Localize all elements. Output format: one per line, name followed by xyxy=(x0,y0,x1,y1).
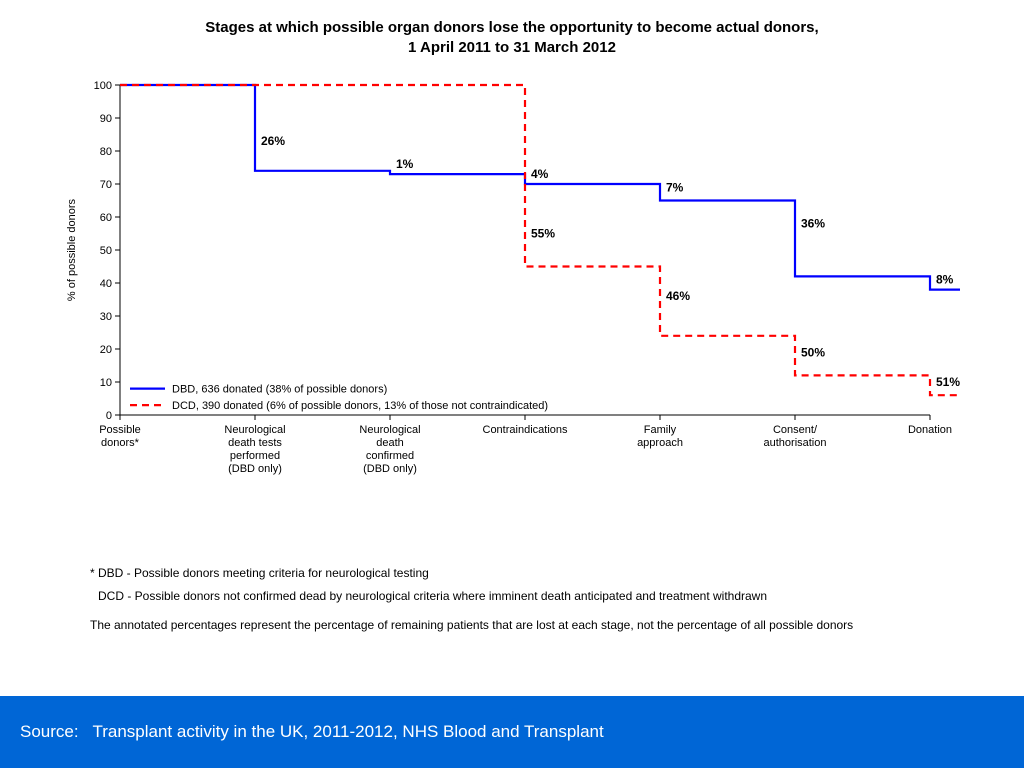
svg-text:4%: 4% xyxy=(531,167,549,181)
svg-text:20: 20 xyxy=(100,344,112,356)
chart-svg: 0 10 20 30 40 50 60 70 80 90 100 % of possible dono… xyxy=(60,75,970,505)
svg-text:Neurological: Neurological xyxy=(359,424,420,436)
chart-title: Stages at which possible organ donors lo… xyxy=(0,0,1024,63)
svg-text:death: death xyxy=(376,437,404,449)
svg-text:performed: performed xyxy=(230,450,280,462)
svg-text:0: 0 xyxy=(106,410,112,422)
svg-text:26%: 26% xyxy=(261,134,285,148)
svg-text:55%: 55% xyxy=(531,227,555,241)
svg-text:DCD, 390 donated (6% of possib: DCD, 390 donated (6% of possible donors,… xyxy=(172,400,548,412)
svg-text:7%: 7% xyxy=(666,180,684,194)
svg-text:70: 70 xyxy=(100,179,112,191)
svg-text:Donation: Donation xyxy=(908,424,952,436)
svg-text:10: 10 xyxy=(100,377,112,389)
svg-text:60: 60 xyxy=(100,212,112,224)
svg-text:donors*: donors* xyxy=(101,437,140,449)
footnotes: * DBD - Possible donors meeting criteria… xyxy=(90,565,930,639)
source-text: Transplant activity in the UK, 2011-2012… xyxy=(92,722,603,741)
svg-text:36%: 36% xyxy=(801,217,825,231)
svg-text:Family: Family xyxy=(644,424,677,436)
source-bar: Source: Transplant activity in the UK, 2… xyxy=(0,696,1024,768)
svg-text:Possible: Possible xyxy=(99,424,141,436)
footnote-dbd: * DBD - Possible donors meeting criteria… xyxy=(90,565,930,582)
svg-text:% of possible donors: % of possible donors xyxy=(66,198,78,301)
svg-text:Consent/: Consent/ xyxy=(773,424,818,436)
svg-text:DBD, 636 donated (38% of possi: DBD, 636 donated (38% of possible donors… xyxy=(172,384,387,396)
svg-text:death tests: death tests xyxy=(228,437,282,449)
svg-text:90: 90 xyxy=(100,113,112,125)
svg-text:40: 40 xyxy=(100,278,112,290)
svg-text:1%: 1% xyxy=(396,157,414,171)
svg-text:30: 30 xyxy=(100,311,112,323)
svg-text:approach: approach xyxy=(637,437,683,449)
step-chart: 0 10 20 30 40 50 60 70 80 90 100 % of possible dono… xyxy=(60,75,970,505)
svg-text:Neurological: Neurological xyxy=(224,424,285,436)
source-label: Source: xyxy=(20,722,79,741)
title-line2: 1 April 2011 to 31 March 2012 xyxy=(408,39,616,56)
footnote-percent: The annotated percentages represent the … xyxy=(90,617,930,634)
svg-text:50%: 50% xyxy=(801,345,825,359)
footnote-dcd: DCD - Possible donors not confirmed dead… xyxy=(90,588,930,605)
svg-text:80: 80 xyxy=(100,146,112,158)
svg-text:50: 50 xyxy=(100,245,112,257)
svg-text:100: 100 xyxy=(94,80,112,92)
svg-text:8%: 8% xyxy=(936,273,954,287)
svg-text:Contraindications: Contraindications xyxy=(483,424,568,436)
svg-text:(DBD only): (DBD only) xyxy=(363,463,417,475)
svg-text:confirmed: confirmed xyxy=(366,450,414,462)
title-line1: Stages at which possible organ donors lo… xyxy=(205,19,818,36)
svg-text:46%: 46% xyxy=(666,289,690,303)
svg-text:(DBD only): (DBD only) xyxy=(228,463,282,475)
svg-text:51%: 51% xyxy=(936,375,960,389)
svg-text:authorisation: authorisation xyxy=(764,437,827,449)
